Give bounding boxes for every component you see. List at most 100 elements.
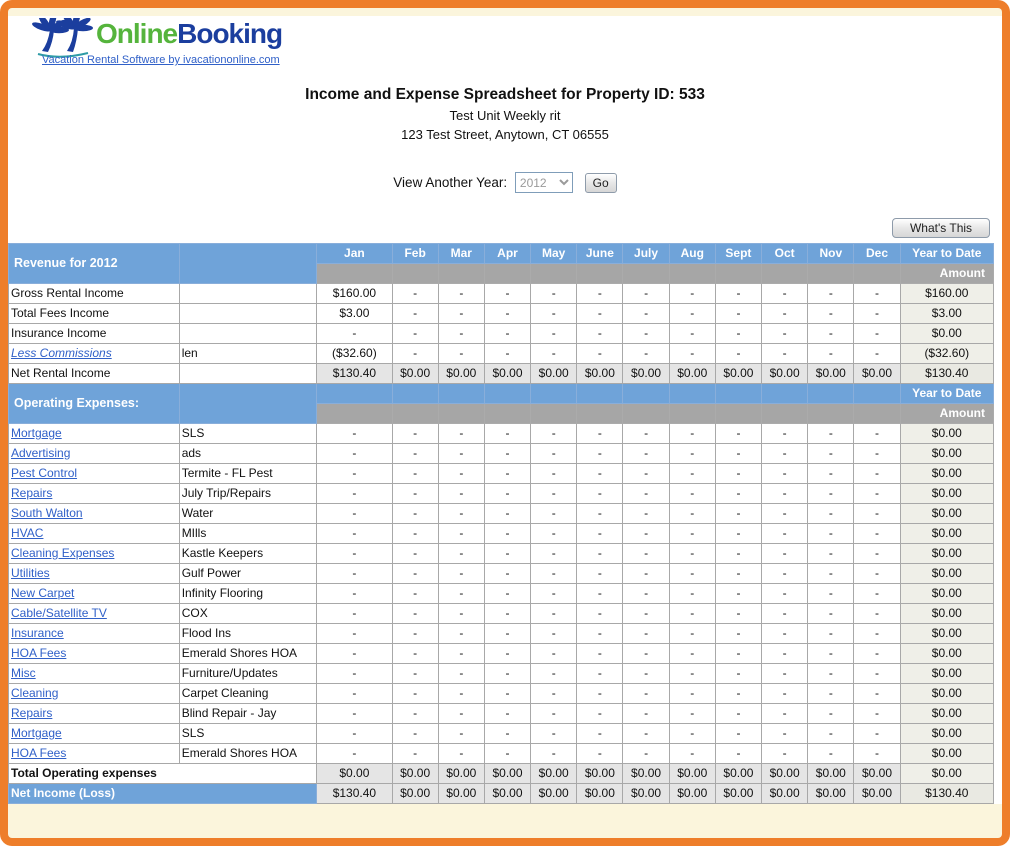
month-value-cell: - [853,583,901,604]
month-value-cell: - [391,483,439,504]
month-value-cell: $0.00 [391,763,439,784]
month-value-cell: $0.00 [761,763,809,784]
category-link[interactable]: Cleaning [11,686,59,700]
month-value-cell: - [668,463,716,484]
month-value-cell: $0.00 [576,763,624,784]
month-value-cell: - [807,483,855,504]
month-value-cell: - [807,683,855,704]
category-link[interactable]: Cleaning Expenses [11,546,115,560]
category-link[interactable]: Pest Control [11,466,78,480]
ytd-value-cell: $0.00 [899,703,995,724]
month-value-cell: - [761,623,809,644]
category-link[interactable]: Utilities [11,566,50,580]
month-value-cell: - [576,543,624,564]
expenses-header-month-cell [668,383,716,404]
month-value-cell: - [530,443,578,464]
category-link[interactable]: Advertising [11,446,71,460]
month-value-cell: $0.00 [668,783,716,804]
month-value-cell: - [437,543,485,564]
category-link[interactable]: Less Commissions [11,346,112,360]
row-label: Repairs [8,703,180,724]
row-label: Mortgage [8,723,180,744]
month-value-cell: $0.00 [576,363,624,384]
month-value-cell: $0.00 [437,363,485,384]
month-value-cell: - [576,743,624,764]
month-value-cell: - [576,343,624,364]
category-link[interactable]: Repairs [11,706,53,720]
amount-strip-cell [761,263,809,284]
amount-strip-cell [483,263,532,284]
month-value-cell: - [316,683,393,704]
month-value-cell: - [576,623,624,644]
month-value-cell: $0.00 [483,763,532,784]
category-link[interactable]: Repairs [11,486,53,500]
month-value-cell: - [530,603,578,624]
month-value-cell: - [807,643,855,664]
year-select-label: View Another Year: [393,175,508,190]
amount-strip-cell [576,263,624,284]
whats-this-button[interactable]: What's This [892,218,990,238]
month-value-cell: - [622,583,670,604]
amount-strip-cell [622,263,670,284]
amount-strip-cell [437,263,485,284]
logo-tagline-link[interactable]: Vacation Rental Software by ivacationonl… [42,54,280,66]
ytd-value-cell: $130.40 [899,783,995,804]
month-value-cell: - [714,623,763,644]
amount-strip-cell [714,403,763,424]
month-value-cell: - [437,563,485,584]
amount-strip-cell [668,263,716,284]
income-expense-spreadsheet: Revenue for 2012 Jan Feb Mar Apr May June July… [8,243,995,804]
expenses-section-label: Operating Expenses: [8,383,180,424]
month-value-cell: - [576,323,624,344]
month-value-cell: - [668,523,716,544]
month-value-cell: - [853,523,901,544]
month-value-cell: - [807,723,855,744]
month-value-cell: - [668,743,716,764]
amount-strip-cell [391,263,439,284]
row-description: Kastle Keepers [178,543,318,564]
month-value-cell: - [530,523,578,544]
palm-trees-icon [32,18,93,58]
table-row: Advertising ads - - - - - - - - - - - - $0.00 [8,443,995,464]
month-value-cell: $3.00 [316,303,393,324]
month-value-cell: - [316,543,393,564]
month-value-cell: - [530,483,578,504]
row-label: HOA Fees [8,743,180,764]
category-link[interactable]: Mortgage [11,426,62,440]
category-link[interactable]: HVAC [11,526,44,540]
category-link[interactable]: HOA Fees [11,646,67,660]
ytd-value-cell: $0.00 [899,423,995,444]
ytd-value-cell: $0.00 [899,563,995,584]
year-select[interactable]: 2012 [514,172,573,193]
month-value-cell: - [668,443,716,464]
category-link[interactable]: HOA Fees [11,746,67,760]
expense-rows: Mortgage SLS - - - - - - - - - - - - $0.00 Advertising a… [8,423,995,764]
category-link[interactable]: New Carpet [11,586,75,600]
month-value-cell: - [807,743,855,764]
go-button[interactable]: Go [584,172,617,193]
month-value-cell: - [483,343,532,364]
category-link[interactable]: Cable/Satellite TV [11,606,107,620]
month-value-cell: - [530,543,578,564]
category-link[interactable]: Misc [11,666,36,680]
page-background: OnlineBooking Vacation Rental Software b… [8,8,1002,838]
month-value-cell: - [714,663,763,684]
month-value-cell: - [853,283,901,304]
month-value-cell: - [714,503,763,524]
category-link[interactable]: Mortgage [11,726,62,740]
month-value-cell: $130.40 [316,363,393,384]
row-label: Net Income (Loss) [8,783,318,804]
expenses-header-month-cell [853,383,901,404]
amount-header: Amount [899,263,995,284]
month-header: Aug [668,243,716,264]
month-value-cell: - [761,323,809,344]
month-value-cell: - [853,343,901,364]
month-value-cell: - [437,443,485,464]
category-link[interactable]: South Walton [11,506,83,520]
month-value-cell: - [807,303,855,324]
amount-strip-cell [853,403,901,424]
month-value-cell: - [761,483,809,504]
month-value-cell: - [483,523,532,544]
category-link[interactable]: Insurance [11,626,64,640]
